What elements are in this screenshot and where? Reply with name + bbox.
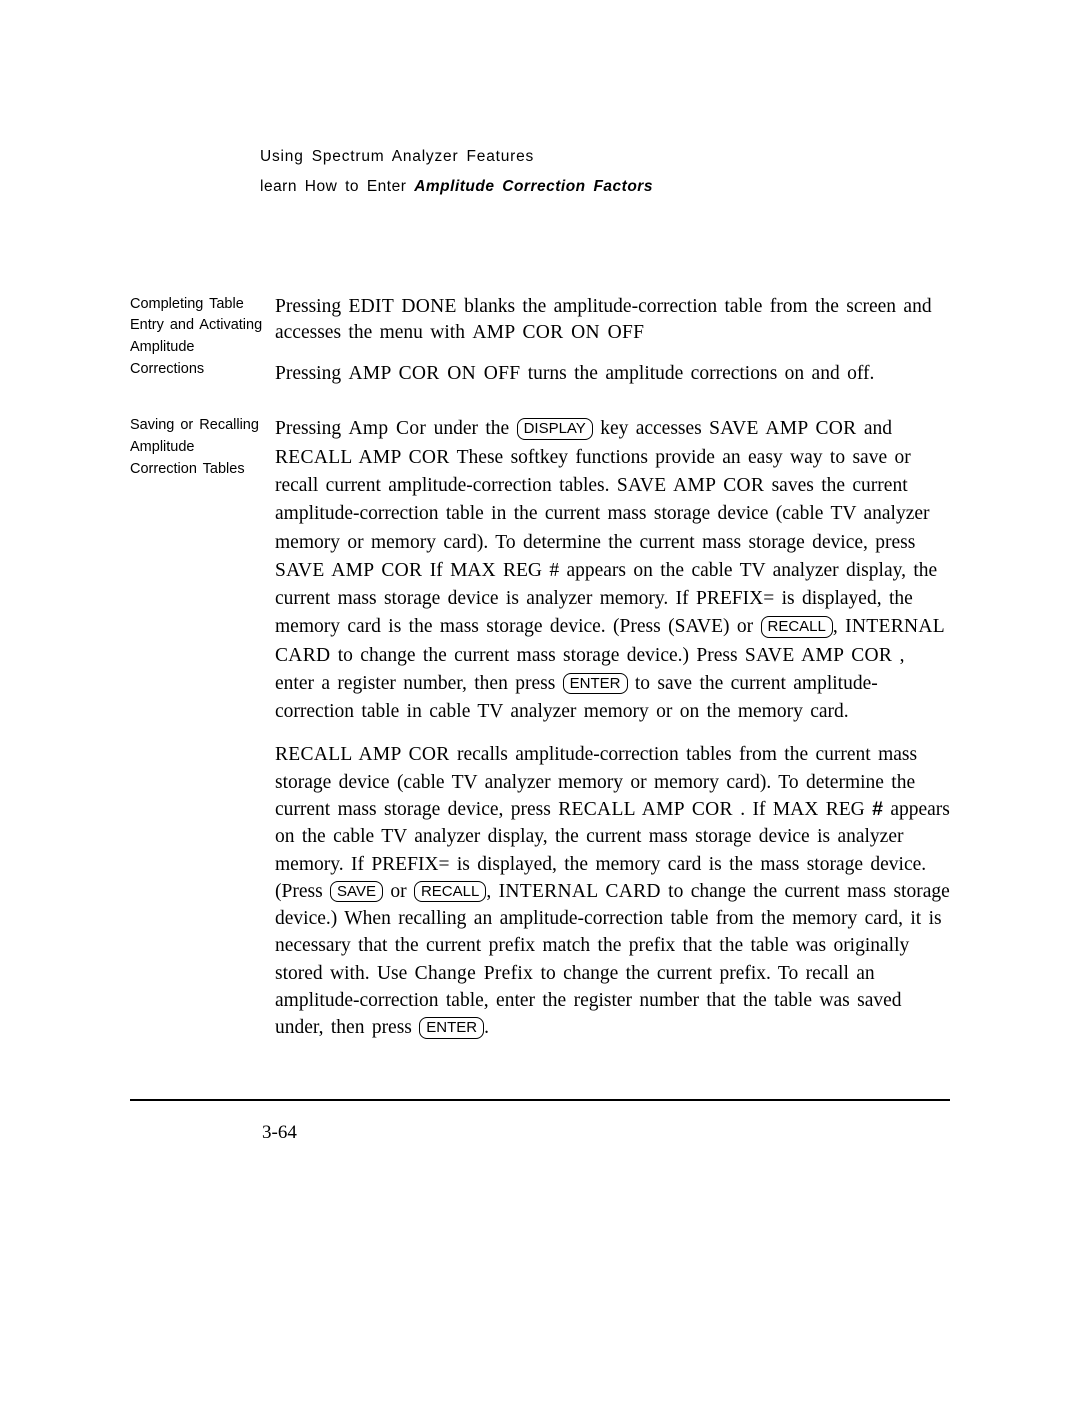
softkey-amp-cor-onoff: AMP COR ON OFF: [472, 322, 644, 343]
keycap-enter: ENTER: [419, 1017, 484, 1039]
softkey-save-amp-cor: SAVE AMP COR: [709, 418, 856, 439]
section2-body: Pressing Amp Cor under the DISPLAY key a…: [275, 415, 950, 1041]
softkey-edit-done: EDIT DONE: [348, 296, 456, 317]
keycap-recall: RECALL: [761, 616, 833, 638]
header-line2-bold: Amplitude Correction Factors: [414, 178, 653, 195]
softkey-recall-amp-cor: RECALL AMP COR: [275, 744, 450, 765]
keycap-display: DISPLAY: [517, 418, 593, 440]
section1-p2: Pressing AMP COR ON OFF turns the amplit…: [275, 361, 950, 387]
keycap-save: SAVE: [330, 881, 383, 903]
softkey-recall-amp-cor: RECALL AMP COR: [558, 799, 733, 820]
header-line1: Using Spectrum Analyzer Features: [260, 145, 950, 168]
header-line2-prefix: learn How to Enter: [260, 178, 414, 195]
softkey-save-amp-cor: SAVE AMP COR: [275, 560, 422, 581]
section2-p2: RECALL AMP COR recalls amplitude-correct…: [275, 741, 950, 1041]
section1-body: Pressing EDIT DONE blanks the amplitude-…: [275, 294, 950, 388]
softkey-save-amp-cor: SAVE AMP COR: [617, 475, 764, 496]
section2-p1: Pressing Amp Cor under the DISPLAY key a…: [275, 415, 950, 726]
softkey-amp-cor-onoff: AMP COR ON OFF: [348, 363, 520, 384]
page-number: 3-64: [262, 1122, 297, 1144]
softkey-change-prefix: Change Prefix: [415, 963, 534, 984]
text: Pressing: [275, 418, 348, 439]
softkey-internal-card: INTERNAL CARD: [499, 881, 661, 902]
page: Using Spectrum Analyzer Features learn H…: [0, 0, 1080, 1409]
text: ,: [486, 881, 498, 902]
softkey-recall-amp-cor: RECALL AMP COR: [275, 447, 450, 468]
hash-symbol: #: [872, 798, 883, 820]
keycap-enter: ENTER: [563, 673, 628, 695]
section2-left-label: Saving or Recalling Amplitude Correction…: [130, 415, 275, 1041]
section1-left-label: Completing Table Entry and Activating Am…: [130, 294, 275, 388]
softkey-save-amp-cor: SAVE AMP COR: [745, 645, 892, 666]
text: and: [856, 418, 892, 439]
softkey-amp-cor: Amp Cor: [348, 418, 426, 439]
text: key accesses: [593, 418, 709, 439]
header-line2: learn How to Enter Amplitude Correction …: [260, 175, 950, 198]
text: . If MAX REG: [733, 799, 872, 820]
text: Pressing: [275, 296, 348, 317]
text: to change the current mass storage devic…: [330, 645, 745, 666]
section-completing-entry: Completing Table Entry and Activating Am…: [130, 294, 950, 388]
page-header: Using Spectrum Analyzer Features learn H…: [260, 145, 950, 199]
footer-rule: [130, 1099, 950, 1101]
text: or: [383, 881, 414, 902]
keycap-recall: RECALL: [414, 881, 486, 903]
text: turns the amplitude corrections on and o…: [520, 363, 874, 384]
section-saving-recalling: Saving or Recalling Amplitude Correction…: [130, 415, 950, 1041]
text: ,: [833, 616, 845, 637]
text: under the: [426, 418, 516, 439]
text: Pressing: [275, 363, 348, 384]
text: .: [484, 1017, 489, 1038]
section1-p1: Pressing EDIT DONE blanks the amplitude-…: [275, 294, 950, 347]
